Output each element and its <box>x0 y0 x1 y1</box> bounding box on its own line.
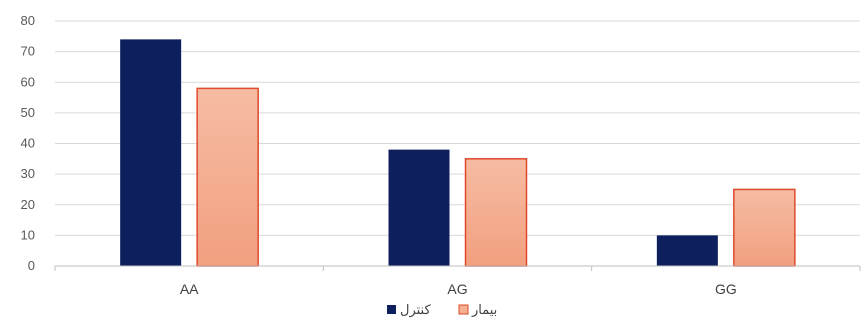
legend-label-patient: بیمار <box>471 302 497 318</box>
bar-patient-ag <box>464 158 528 267</box>
y-tick-label: 80 <box>21 13 35 28</box>
bar-patient-aa <box>196 87 259 267</box>
bar-control-gg <box>656 235 718 266</box>
y-tick-label: 10 <box>21 227 35 242</box>
legend-swatch-patient <box>458 304 469 315</box>
x-tick-label: AG <box>447 281 467 297</box>
x-tick-label: AA <box>180 281 199 297</box>
legend-swatch-control <box>387 305 396 314</box>
y-tick-label: 70 <box>21 44 35 59</box>
gridlines <box>55 20 860 236</box>
legend: کنترل بیمار <box>387 302 497 318</box>
y-tick-label: 30 <box>21 166 35 181</box>
bar-control-ag <box>388 149 450 266</box>
bars <box>120 39 796 267</box>
bar-control-aa <box>120 39 182 266</box>
bar-patient-gg <box>733 188 796 267</box>
y-tick-label: 60 <box>21 74 35 89</box>
y-tick-label: 40 <box>21 136 35 151</box>
y-tick-label: 50 <box>21 105 35 120</box>
y-axis: 0 10 20 30 40 50 60 70 80 <box>21 13 35 273</box>
y-tick-label: 20 <box>21 197 35 212</box>
y-tick-label: 0 <box>28 258 35 273</box>
legend-label-control: کنترل <box>400 302 431 318</box>
x-axis: AA AG GG <box>54 265 861 297</box>
x-tick-label: GG <box>715 281 737 297</box>
